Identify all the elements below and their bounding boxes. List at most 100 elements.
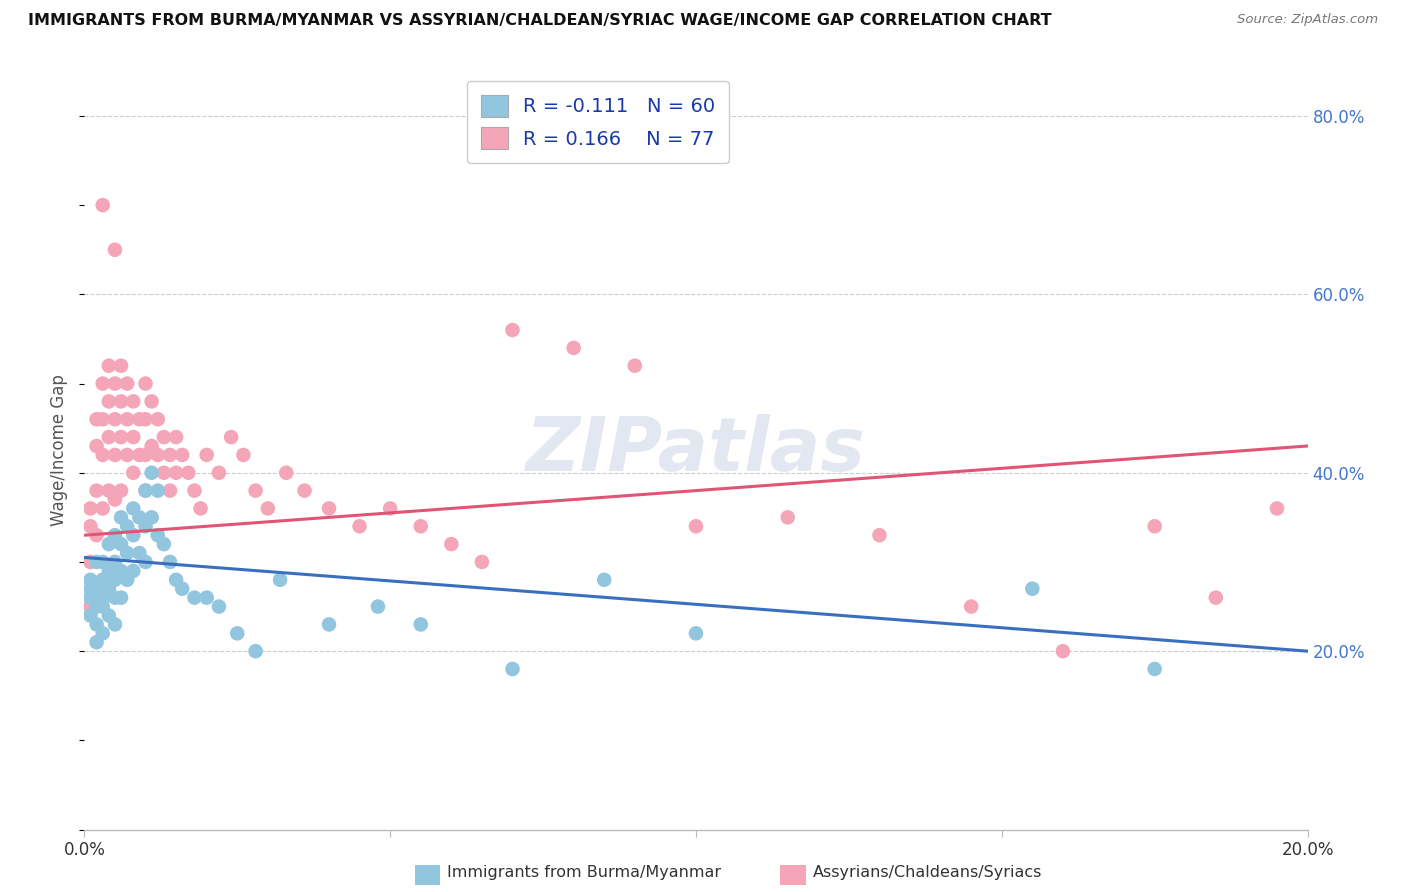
Point [135, 448, 157, 462]
Point [128, 510, 150, 524]
Point [79, 599, 101, 614]
Point [79, 501, 101, 516]
Point [172, 582, 194, 596]
Point [141, 439, 163, 453]
Point [146, 412, 169, 426]
Point [122, 528, 145, 542]
Point [172, 448, 194, 462]
Point [1143, 519, 1166, 533]
Point [110, 564, 132, 578]
Point [245, 483, 267, 498]
Point [141, 510, 163, 524]
Point [97, 430, 120, 444]
Point [349, 519, 371, 533]
Point [122, 430, 145, 444]
Point [104, 617, 127, 632]
Point [135, 376, 157, 391]
Point [165, 466, 187, 480]
Point [276, 466, 298, 480]
Point [97, 582, 120, 596]
Point [183, 591, 205, 605]
Y-axis label: Wage/Income Gap: Wage/Income Gap [51, 375, 69, 526]
Point [122, 394, 145, 409]
Point [115, 573, 138, 587]
Legend: R = -0.111   N = 60, R = 0.166    N = 77: R = -0.111 N = 60, R = 0.166 N = 77 [467, 81, 730, 163]
Point [86, 582, 108, 596]
Point [110, 537, 132, 551]
Point [146, 528, 169, 542]
Point [208, 466, 231, 480]
Point [91, 555, 114, 569]
Text: Immigrants from Burma/Myanmar: Immigrants from Burma/Myanmar [447, 865, 721, 880]
Point [115, 519, 138, 533]
Point [115, 412, 138, 426]
Point [153, 466, 176, 480]
Point [471, 555, 494, 569]
Point [115, 546, 138, 560]
Point [104, 528, 127, 542]
Point [79, 591, 101, 605]
Point [165, 430, 187, 444]
Point [146, 483, 169, 498]
Point [104, 243, 127, 257]
Point [165, 573, 187, 587]
Point [135, 483, 157, 498]
Point [141, 394, 163, 409]
Point [97, 608, 120, 623]
Point [79, 608, 101, 623]
Point [232, 448, 254, 462]
Point [104, 376, 127, 391]
Text: Assyrians/Chaldeans/Syriacs: Assyrians/Chaldeans/Syriacs [813, 865, 1042, 880]
Point [91, 412, 114, 426]
Point [294, 483, 316, 498]
Point [104, 448, 127, 462]
Point [685, 626, 707, 640]
Point [91, 448, 114, 462]
Point [110, 591, 132, 605]
Point [86, 439, 108, 453]
Point [318, 501, 340, 516]
Point [269, 573, 291, 587]
Point [86, 635, 108, 649]
Point [110, 394, 132, 409]
Point [122, 501, 145, 516]
Point [97, 394, 120, 409]
Text: Source: ZipAtlas.com: Source: ZipAtlas.com [1237, 13, 1378, 27]
Text: IMMIGRANTS FROM BURMA/MYANMAR VS ASSYRIAN/CHALDEAN/SYRIAC WAGE/INCOME GAP CORREL: IMMIGRANTS FROM BURMA/MYANMAR VS ASSYRIA… [28, 13, 1052, 29]
Point [226, 626, 249, 640]
Point [135, 483, 157, 498]
Point [110, 483, 132, 498]
Point [122, 564, 145, 578]
Point [195, 448, 218, 462]
Point [91, 599, 114, 614]
Point [257, 501, 280, 516]
Point [128, 546, 150, 560]
Point [159, 483, 181, 498]
Point [502, 662, 524, 676]
Point [624, 359, 647, 373]
Point [79, 555, 101, 569]
Point [104, 555, 127, 569]
Point [146, 448, 169, 462]
Point [86, 617, 108, 632]
Point [86, 483, 108, 498]
Point [409, 519, 432, 533]
Point [869, 528, 891, 542]
Point [409, 617, 432, 632]
Point [128, 412, 150, 426]
Point [153, 430, 176, 444]
Point [960, 599, 983, 614]
Point [1143, 662, 1166, 676]
Point [685, 519, 707, 533]
Point [122, 466, 145, 480]
Point [110, 359, 132, 373]
Point [86, 528, 108, 542]
Point [219, 430, 242, 444]
Point [104, 591, 127, 605]
Point [135, 412, 157, 426]
Point [1021, 582, 1043, 596]
Point [86, 555, 108, 569]
Point [135, 519, 157, 533]
Point [104, 573, 127, 587]
Point [190, 501, 212, 516]
